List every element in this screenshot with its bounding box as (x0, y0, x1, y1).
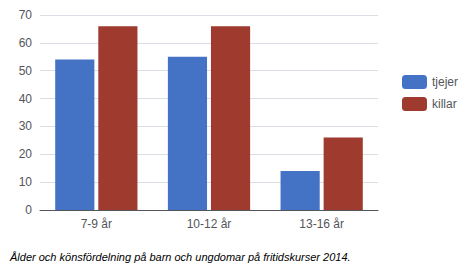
svg-text:60: 60 (19, 36, 33, 50)
svg-text:70: 70 (19, 8, 33, 22)
svg-text:13-16 år: 13-16 år (299, 217, 344, 231)
svg-text:7-9 år: 7-9 år (81, 217, 112, 231)
svg-text:killar: killar (432, 97, 457, 111)
svg-text:10-12 år: 10-12 år (187, 217, 232, 231)
svg-text:10: 10 (19, 175, 33, 189)
svg-text:30: 30 (19, 119, 33, 133)
svg-text:tjejer: tjejer (432, 75, 458, 89)
svg-text:50: 50 (19, 64, 33, 78)
svg-text:0: 0 (25, 203, 32, 217)
svg-text:20: 20 (19, 147, 33, 161)
svg-text:40: 40 (19, 92, 33, 106)
svg-text:Ålder och könsfördelning på ba: Ålder och könsfördelning på barn och ung… (9, 251, 351, 263)
